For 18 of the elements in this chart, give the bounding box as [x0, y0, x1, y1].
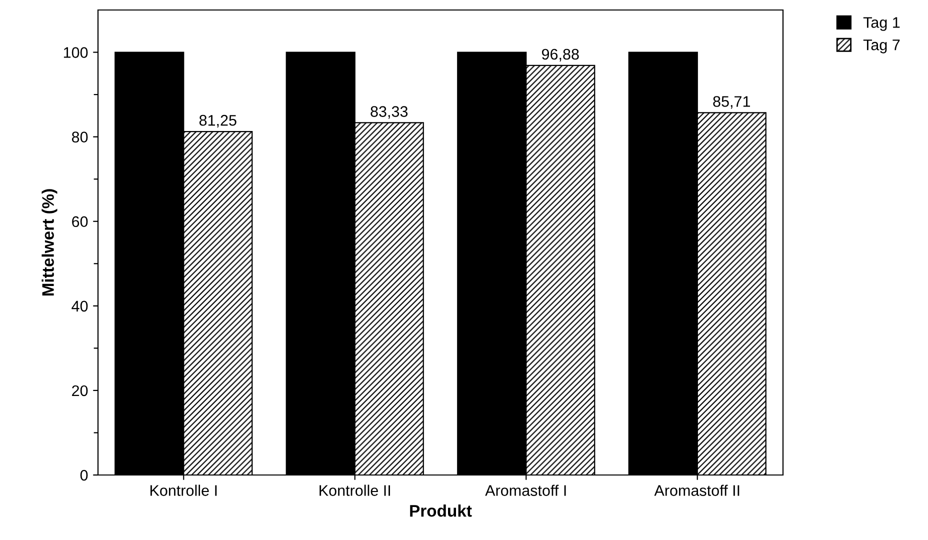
y-tick-label: 100 — [64, 47, 88, 58]
y-tick-label: 40 — [72, 300, 88, 312]
y-tick-label: 80 — [72, 132, 88, 143]
x-tick-label: Kontrolle II — [320, 484, 390, 496]
legend-label: Tag 7 — [863, 40, 900, 54]
data-label: 81,25 — [199, 114, 236, 128]
y-tick-label: 0 — [80, 470, 88, 481]
data-label: 96,88 — [542, 48, 579, 62]
y-tick-label: 60 — [72, 216, 88, 228]
data-label: 85,71 — [713, 96, 750, 109]
x-axis-title: Produkt — [410, 504, 472, 517]
x-tick-label: Kontrolle I — [150, 484, 217, 496]
x-tick-label: Aromastoff II — [654, 484, 740, 496]
y-axis-title: Mittelwert (%) — [42, 189, 58, 296]
legend-label: Tag 1 — [863, 17, 900, 31]
data-label: 83,33 — [370, 106, 408, 119]
x-tick-label: Aromastoff I — [485, 484, 566, 496]
y-tick-label: 20 — [72, 385, 88, 396]
